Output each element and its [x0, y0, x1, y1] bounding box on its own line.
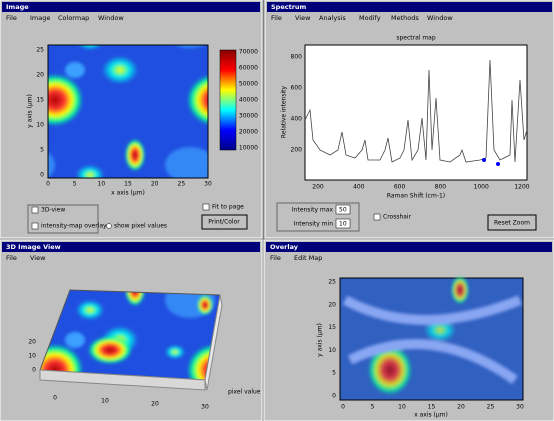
window-title: Spectrum	[271, 3, 307, 11]
y-tick-label: 25	[328, 279, 336, 286]
x-axis-label: x axis (µm)	[414, 412, 448, 419]
y-tick-label: 20	[28, 339, 36, 346]
y-tick-label: 5	[332, 370, 336, 377]
y-tick-label: 60000	[239, 65, 258, 72]
menu-item[interactable]: File	[271, 14, 282, 22]
x-tick-label: 15	[124, 181, 132, 188]
y-tick-label: 400	[291, 116, 303, 123]
x-tick-label: 10	[98, 181, 106, 188]
window-title: Overlay	[270, 243, 299, 251]
field-label: Intensity min	[294, 221, 334, 228]
x-tick-label: 20	[151, 181, 159, 188]
y-tick-label: 10000	[239, 145, 258, 152]
y-tick-label: 800	[291, 54, 303, 61]
menu-item[interactable]: Edit Map	[294, 254, 322, 262]
y-tick-label: 20	[36, 72, 44, 79]
x-tick-label: 5	[73, 181, 77, 188]
x-tick-label: 1200	[514, 184, 529, 191]
x-tick-label: 0	[46, 181, 50, 188]
window-title: Image	[6, 3, 29, 11]
x-tick-label: 10	[398, 404, 406, 411]
menu-item[interactable]: File	[6, 254, 17, 262]
menu-item[interactable]: Window	[98, 14, 124, 22]
button[interactable]: Print/Color	[208, 219, 240, 226]
y-axis-label: y axis (µm)	[27, 94, 34, 128]
checkbox-label[interactable]: Fit to page	[212, 204, 244, 211]
x-tick-label: 200	[312, 184, 324, 191]
y-axis-label: Relative intensity	[281, 85, 288, 138]
y-tick-label: 0	[32, 367, 36, 374]
y-tick-label: 15	[36, 97, 44, 104]
x-tick-label: 25	[178, 181, 186, 188]
x-tick-label: 20	[151, 401, 159, 408]
x-tick-label: 600	[394, 184, 406, 191]
x-tick-label: 10	[101, 398, 109, 405]
x-tick-label: 30	[204, 181, 212, 188]
menu-item[interactable]: Image	[30, 14, 50, 22]
menu-item[interactable]: Colormap	[58, 14, 89, 22]
x-axis-label: Raman Shift (cm-1)	[387, 193, 445, 200]
radio-label[interactable]: show pixel values	[114, 223, 167, 230]
z-axis-label: pixel value	[228, 389, 261, 396]
x-tick-label: 15	[428, 404, 436, 411]
button[interactable]: Reset Zoom	[494, 220, 530, 227]
x-tick-label: 30	[516, 404, 524, 411]
y-tick-label: 25	[36, 47, 44, 54]
y-tick-label: 40000	[239, 97, 258, 104]
x-tick-label: 0	[53, 395, 57, 402]
y-tick-label: 15	[328, 324, 336, 331]
y-tick-label: 200	[291, 147, 303, 154]
menu-item[interactable]: View	[30, 254, 46, 262]
x-tick-label: 25	[487, 404, 495, 411]
field-value[interactable]: 10	[339, 221, 347, 228]
x-tick-label: 30	[201, 404, 209, 411]
y-tick-label: 0	[332, 393, 336, 400]
menu-item[interactable]: File	[6, 14, 17, 22]
y-axis-label: y axis (µm)	[317, 323, 324, 357]
y-tick-label: 10	[328, 347, 336, 354]
y-tick-label: 10	[28, 353, 36, 360]
menu-item[interactable]: Window	[427, 14, 453, 22]
y-tick-label: 30000	[239, 113, 258, 120]
y-tick-label: 10	[36, 122, 44, 129]
y-tick-label: 50000	[239, 81, 258, 88]
menu-item[interactable]: Methods	[391, 14, 419, 22]
field-value[interactable]: 50	[339, 207, 347, 214]
menu-item[interactable]: Analysis	[319, 14, 346, 22]
desktop: Image File Image Colormap Window Spectrum File…	[0, 0, 554, 421]
x-tick-label: 800	[435, 184, 447, 191]
menu-item[interactable]: Modify	[359, 14, 381, 22]
checkbox-label[interactable]: Crosshair	[383, 214, 412, 221]
x-tick-label: 400	[353, 184, 365, 191]
x-tick-label: 20	[457, 404, 465, 411]
x-axis-label: x axis (µm)	[111, 190, 145, 197]
menu-item[interactable]: View	[295, 14, 311, 22]
window-title: 3D Image View	[6, 243, 61, 251]
y-tick-label: 5	[40, 147, 44, 154]
y-tick-label: 20000	[239, 129, 258, 136]
y-tick-label: 20	[328, 301, 336, 308]
field-label: Intensity max	[292, 207, 334, 214]
checkbox-label[interactable]: 3D-view	[41, 207, 65, 214]
checkbox-label[interactable]: intensity-map overlay	[41, 223, 107, 230]
y-tick-label: 0	[40, 172, 44, 179]
y-tick-label: 600	[291, 85, 303, 92]
plot-title: spectral map	[396, 35, 436, 42]
x-tick-label: 0	[341, 404, 345, 411]
x-tick-label: 5	[371, 404, 375, 411]
y-tick-label: 70000	[239, 49, 258, 56]
x-tick-label: 1000	[474, 184, 489, 191]
menu-item[interactable]: File	[270, 254, 281, 262]
